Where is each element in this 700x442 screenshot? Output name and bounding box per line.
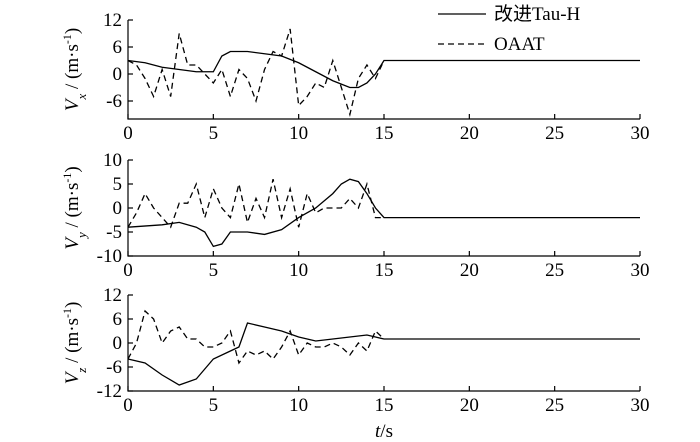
y-label-part: ) xyxy=(62,302,83,308)
y-axis-label: Vx / (m·s-1) xyxy=(60,28,89,111)
y-tick-label: -6 xyxy=(106,91,122,112)
x-tick-label: 0 xyxy=(123,395,133,416)
x-tick-label: 15 xyxy=(375,123,394,144)
y-axis-label: Vy / (m·s-1) xyxy=(60,166,89,249)
y-label-part: / (m·s xyxy=(62,318,83,368)
y-label-part: / (m·s xyxy=(62,183,83,233)
y-label-part: -1 xyxy=(60,308,74,318)
x-tick-label: 5 xyxy=(209,123,219,144)
x-tick-label: 0 xyxy=(123,260,133,281)
x-label-part: /s xyxy=(380,421,393,442)
x-axis-label: t/s xyxy=(375,421,393,442)
series-line xyxy=(127,322,640,386)
x-tick-label: 25 xyxy=(545,123,564,144)
y-label-part: ) xyxy=(62,28,83,34)
series-line xyxy=(127,50,640,89)
series-line xyxy=(127,178,640,248)
x-tick-label: 0 xyxy=(123,123,133,144)
series-line xyxy=(127,28,385,117)
x-tick-label: 5 xyxy=(209,395,219,416)
x-tick-label: 30 xyxy=(631,260,650,281)
x-tick-label: 30 xyxy=(631,395,650,416)
y-tick-label: 6 xyxy=(113,37,123,58)
axis-line xyxy=(127,295,640,392)
axis-line xyxy=(127,160,640,257)
y-label-part: z xyxy=(74,368,89,374)
x-tick-label: 10 xyxy=(289,123,308,144)
y-label-part: -1 xyxy=(60,34,74,44)
x-tick-label: 10 xyxy=(289,260,308,281)
y-label-part: V xyxy=(62,236,83,250)
legend-label: OAAT xyxy=(494,34,545,55)
y-label-part: V xyxy=(62,97,83,111)
y-tick-label: 10 xyxy=(103,150,122,171)
y-tick-label: 12 xyxy=(103,10,122,31)
x-tick-label: 10 xyxy=(289,395,308,416)
y-tick-label: 0 xyxy=(113,64,123,85)
y-tick-label: 5 xyxy=(113,174,123,195)
y-axis-label: Vz / (m·s-1) xyxy=(60,302,89,385)
y-tick-label: 12 xyxy=(103,285,122,306)
x-tick-label: 5 xyxy=(209,260,219,281)
y-label-part: ) xyxy=(62,166,83,172)
x-tick-label: 20 xyxy=(460,395,479,416)
y-tick-label: 0 xyxy=(113,198,123,219)
axis-line xyxy=(127,20,640,120)
y-label-part: y xyxy=(74,232,89,240)
x-tick-label: 20 xyxy=(460,123,479,144)
series-line xyxy=(127,309,385,365)
y-tick-label: 6 xyxy=(113,309,123,330)
y-label-part: V xyxy=(62,370,83,384)
legend-label: 改进Tau-H xyxy=(494,3,581,25)
y-tick-label: 0 xyxy=(113,333,123,354)
x-tick-label: 25 xyxy=(545,260,564,281)
series-line xyxy=(127,179,384,229)
x-tick-label: 25 xyxy=(545,395,564,416)
y-tick-label: -10 xyxy=(97,246,122,267)
x-tick-label: 15 xyxy=(375,260,394,281)
y-tick-label: -12 xyxy=(97,381,122,402)
y-label-part: x xyxy=(74,94,89,101)
y-label-part: -1 xyxy=(60,173,74,183)
x-label-part: t xyxy=(375,421,381,442)
y-tick-label: -6 xyxy=(106,357,122,378)
x-tick-label: 30 xyxy=(631,123,650,144)
y-label-part: / (m·s xyxy=(62,44,83,94)
x-tick-label: 20 xyxy=(460,260,479,281)
y-tick-label: -5 xyxy=(106,222,122,243)
x-tick-label: 15 xyxy=(375,395,394,416)
